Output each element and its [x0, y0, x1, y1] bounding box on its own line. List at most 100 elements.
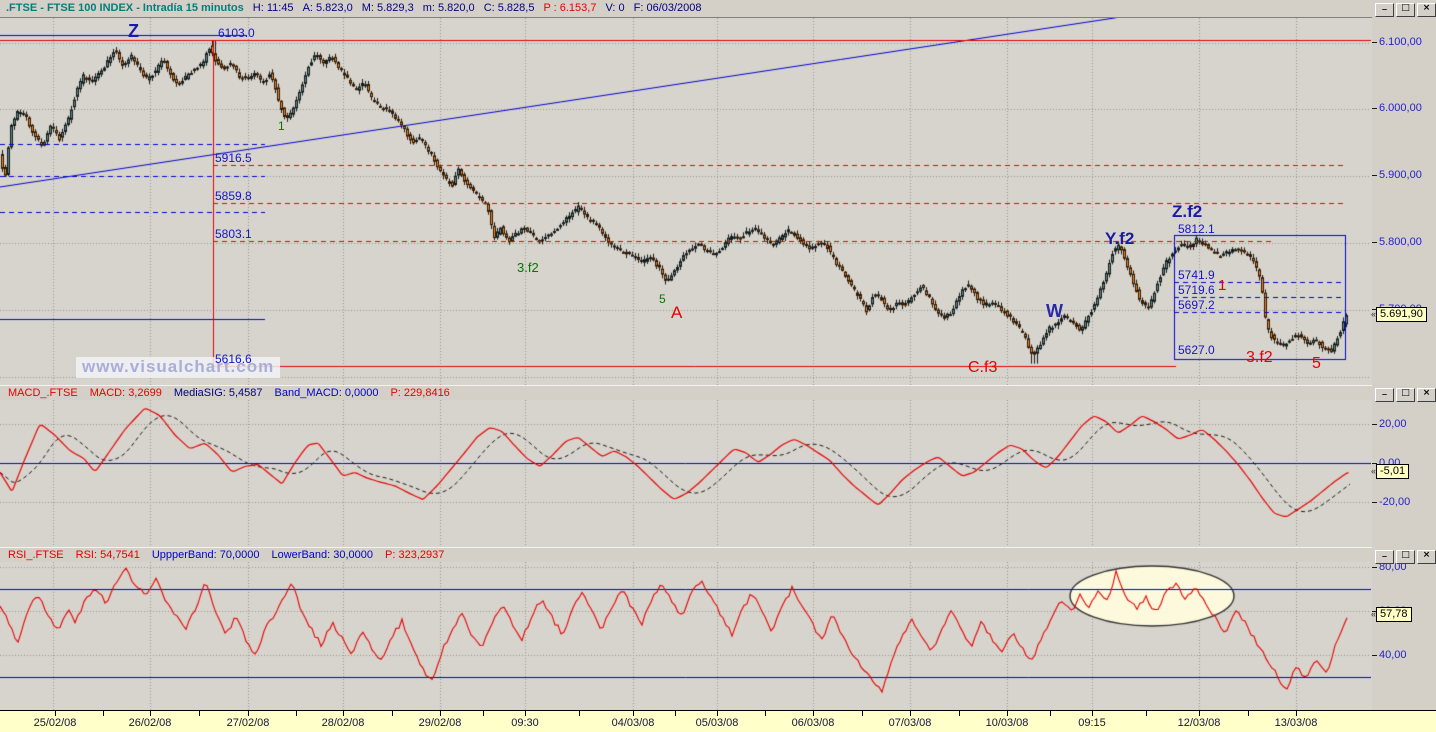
time-label: 07/03/08 [888, 717, 932, 729]
macd-band-value: Band_MACD: 0,0000 [274, 387, 379, 399]
title-high-time: H: 11:45 [252, 2, 294, 14]
time-tick-mark [483, 711, 484, 716]
time-tick-mark [1146, 711, 1147, 716]
title-close: C: 5.828,5 [483, 2, 535, 14]
rsi-indicator-name: RSI_.FTSE [8, 549, 64, 561]
price-axis-label: 6.100,00 [1379, 35, 1422, 48]
title-prev: P : 6.153,7 [543, 2, 597, 14]
price-marker-arrow-icon: « [1371, 308, 1377, 319]
wave-annotation: Y.f2 [1105, 229, 1135, 248]
time-label: 28/02/08 [321, 717, 365, 729]
maximize-button[interactable]: □ [1396, 550, 1415, 564]
panel-window-controls: _ □ × [1375, 549, 1436, 564]
price-marker-arrow-icon: « [1371, 466, 1377, 477]
price-marker-arrow-icon: « [1371, 609, 1377, 620]
macd-axis-label: 20,00 [1379, 417, 1407, 430]
time-tick-mark [1050, 711, 1051, 716]
time-label: 06/03/08 [791, 717, 835, 729]
minimize-button[interactable]: _ [1375, 549, 1394, 564]
price-level-label: 5616.6 [215, 351, 252, 366]
time-tick-mark [296, 711, 297, 716]
axis-tick-mark [1372, 242, 1377, 243]
title-date: F: 06/03/2008 [633, 2, 702, 14]
time-label: 10/03/08 [985, 717, 1029, 729]
rsi-canvas[interactable] [0, 562, 1371, 710]
rsi-axis-label: 40,00 [1379, 648, 1407, 661]
wave-annotation: 1 [278, 119, 285, 133]
close-button[interactable]: × [1417, 388, 1436, 402]
minimize-button[interactable]: _ [1375, 2, 1394, 17]
time-label: 13/03/08 [1274, 717, 1318, 729]
wave-annotation: W [1046, 301, 1063, 321]
maximize-button[interactable]: □ [1396, 388, 1415, 402]
macd-axis-label: -20,00 [1379, 495, 1411, 508]
panel-window-controls: _ □ × [1375, 387, 1436, 402]
macd-value-box: -5,01 [1376, 464, 1410, 480]
maximize-button[interactable]: □ [1396, 3, 1415, 17]
time-tick-mark [1007, 711, 1008, 716]
time-tick-mark [1199, 711, 1200, 716]
time-tick-mark [633, 711, 634, 716]
rsi-upperband-value: UppperBand: 70,0000 [151, 549, 260, 561]
minimize-button[interactable]: _ [1375, 387, 1394, 402]
price-level-label: 5803.1 [215, 226, 252, 241]
price-axis-label: 5.800,00 [1379, 236, 1422, 249]
time-label: 09:15 [1078, 717, 1106, 729]
time-tick-mark [765, 711, 766, 716]
axis-tick-mark [1372, 463, 1377, 464]
price-axis-strip: 6.100,006.000,005.900,005.800,005.700,00… [1371, 0, 1436, 710]
wave-annotation: Z.f2 [1172, 202, 1203, 221]
wave-annotation: 5 [659, 292, 666, 306]
close-button[interactable]: × [1417, 550, 1436, 564]
chart-titlebar: .FTSE - FTSE 100 INDEX - Intradía 15 min… [0, 0, 1436, 17]
axis-tick-mark [1372, 309, 1377, 310]
axis-tick-mark [1372, 424, 1377, 425]
time-label: 29/02/08 [418, 717, 462, 729]
price-axis-label: 5.900,00 [1379, 169, 1422, 182]
rsi-lowerband-value: LowerBand: 30,0000 [271, 549, 374, 561]
wave-annotation: C.f3 [968, 359, 998, 376]
time-tick-mark [579, 711, 580, 716]
time-tick-mark [525, 711, 526, 716]
macd-value: MACD: 3,2699 [89, 387, 162, 399]
wave-annotation: A [671, 303, 683, 322]
axis-tick-mark [1372, 502, 1377, 503]
time-label: 04/03/08 [611, 717, 655, 729]
rsi-value-box: 57,78 [1376, 607, 1412, 623]
rsi-chart[interactable] [0, 562, 1373, 710]
axis-tick-mark [1372, 611, 1377, 612]
axis-tick-mark [1372, 655, 1377, 656]
price-level-label: 6103.0 [218, 25, 255, 40]
instrument-title: .FTSE - FTSE 100 INDEX - Intradía 15 min… [6, 2, 244, 14]
wave-annotation: 3.f2 [1246, 349, 1273, 366]
time-tick-mark [1296, 711, 1297, 716]
time-tick-mark [717, 711, 718, 716]
time-label: 05/03/08 [695, 717, 739, 729]
fib-level-label: 5741.9 [1178, 267, 1215, 282]
time-label: 27/02/08 [226, 717, 270, 729]
time-label: 25/02/08 [33, 717, 77, 729]
title-max: M: 5.829,3 [361, 2, 414, 14]
title-open: A: 5.823,0 [302, 2, 353, 14]
time-label: 09:30 [511, 717, 539, 729]
macd-canvas[interactable] [0, 400, 1371, 547]
main-price-canvas[interactable] [0, 18, 1371, 385]
time-tick-mark [959, 711, 960, 716]
macd-mediasig-value: MediaSIG: 5,4587 [173, 387, 263, 399]
time-tick-mark [1092, 711, 1093, 716]
watermark: www.visualchart.com [76, 357, 281, 378]
rsi-value: RSI: 54,7541 [75, 549, 140, 561]
close-button[interactable]: × [1417, 3, 1436, 17]
macd-chart[interactable] [0, 400, 1373, 547]
wave-annotation: 5 [1312, 355, 1321, 372]
time-tick-mark [1248, 711, 1249, 716]
macd-indicator-name: MACD_.FTSE [8, 387, 78, 399]
time-tick-mark [55, 711, 56, 716]
main-price-chart[interactable]: www.visualchart.com 6103.0 5916.5 5859.8 58… [0, 17, 1373, 386]
price-axis-label: 6.000,00 [1379, 102, 1422, 115]
time-tick-mark [862, 711, 863, 716]
price-level-label: 5916.5 [215, 150, 252, 165]
time-tick-mark [248, 711, 249, 716]
macd-p-value: P: 229,8416 [390, 387, 450, 399]
